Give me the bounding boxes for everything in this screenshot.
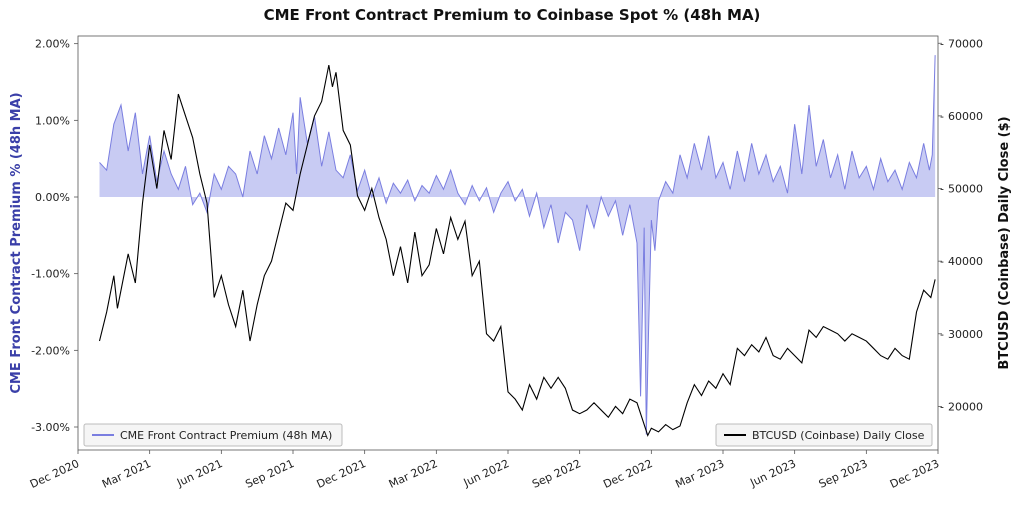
y-left-tick-label: -1.00% <box>31 268 70 281</box>
legend-label: BTCUSD (Coinbase) Daily Close <box>752 429 925 442</box>
y-right-tick-label: 50000 <box>948 183 983 196</box>
y-left-tick-label: 0.00% <box>35 191 70 204</box>
y-left-tick-label: -2.00% <box>31 344 70 357</box>
y-left-tick-label: 1.00% <box>35 114 70 127</box>
svg-text:-: - <box>940 183 944 196</box>
chart-title: CME Front Contract Premium to Coinbase S… <box>264 6 761 24</box>
legend-right: BTCUSD (Coinbase) Daily Close <box>716 424 932 446</box>
svg-text:-: - <box>940 255 944 268</box>
y-left-axis-label: CME Front Contract Premium % (48h MA) <box>9 92 24 393</box>
legend-label: CME Front Contract Premium (48h MA) <box>120 429 332 442</box>
svg-text:-: - <box>940 110 944 123</box>
y-right-tick-label: 30000 <box>948 328 983 341</box>
y-left-tick-label: -3.00% <box>31 421 70 434</box>
chart-container: CME Front Contract Premium to Coinbase S… <box>0 0 1024 508</box>
y-right-tick-label: 40000 <box>948 255 983 268</box>
y-right-tick-label: 70000 <box>948 37 983 50</box>
legend-left: CME Front Contract Premium (48h MA) <box>84 424 342 446</box>
svg-text:-: - <box>940 37 944 50</box>
svg-text:-: - <box>940 400 944 413</box>
y-left-tick-label: 2.00% <box>35 38 70 51</box>
y-right-axis-label: BTCUSD (Coinbase) Daily Close ($) <box>997 116 1012 369</box>
svg-text:-: - <box>940 328 944 341</box>
y-right-tick-label: 20000 <box>948 400 983 413</box>
y-right-tick-label: 60000 <box>948 110 983 123</box>
